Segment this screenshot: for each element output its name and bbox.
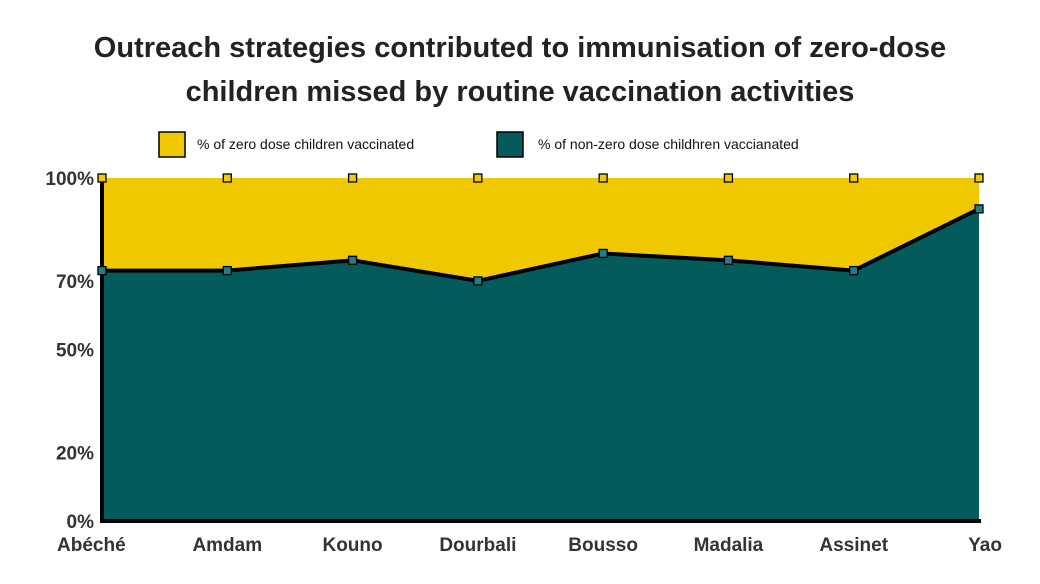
area-non-zero-dose [102,208,979,521]
legend-label: % of zero dose children vaccinated [197,136,414,152]
x-axis-ticks: Abéché Amdam Kouno Dourbali Bousso Madalia Ass… [57,535,1002,556]
legend-swatch [496,131,524,158]
y-axis-ticks: 0% 20% 50% 70% 100% [45,169,94,533]
marker-non-zero-dose [347,255,358,265]
chart-title: Outreach strategies contributed to immun… [0,26,1040,114]
marker-zero-dose [849,173,859,183]
marker-zero-dose [598,173,608,183]
marker-non-zero-dose [473,276,483,286]
x-tick-label: Abéché [57,535,126,556]
marker-zero-dose [974,173,984,183]
plot-areas [102,178,979,521]
line-non-zero-dose [102,207,980,283]
y-tick-label: 50% [56,341,94,362]
y-tick-label: 20% [56,443,94,464]
x-tick-label: Assinet [819,535,888,556]
plot-markers [97,173,984,286]
y-tick-label: 70% [56,272,94,293]
marker-zero-dose [97,173,107,183]
marker-zero-dose [473,173,483,183]
y-tick-label: 0% [67,512,95,533]
x-tick-label: Dourbali [439,535,516,556]
legend: % of zero dose children vaccinated % of n… [158,131,799,158]
plot-axes [100,178,981,523]
chart-title-line-2: children missed by routine vaccination a… [185,76,855,108]
plot-lines [102,207,980,283]
marker-non-zero-dose [598,248,608,259]
marker-non-zero-dose [974,204,984,214]
x-tick-label: Kouno [322,535,382,556]
marker-non-zero-dose [97,265,107,276]
area-zero-dose [102,178,979,281]
legend-swatch [158,131,186,158]
x-tick-label: Bousso [568,535,638,556]
marker-zero-dose [347,173,358,183]
x-tick-label: Yao [968,535,1002,556]
x-tick-label: Amdam [192,535,262,556]
marker-non-zero-dose [849,265,859,276]
marker-non-zero-dose [723,255,734,265]
chart-title-line-1: Outreach strategies contributed to immun… [93,32,947,64]
marker-zero-dose [222,173,232,183]
x-tick-label: Madalia [694,535,764,556]
legend-label: % of non-zero dose childhren vaccianated [538,136,799,152]
marker-non-zero-dose [222,265,232,276]
marker-zero-dose [723,173,734,183]
y-tick-label: 100% [45,169,94,190]
